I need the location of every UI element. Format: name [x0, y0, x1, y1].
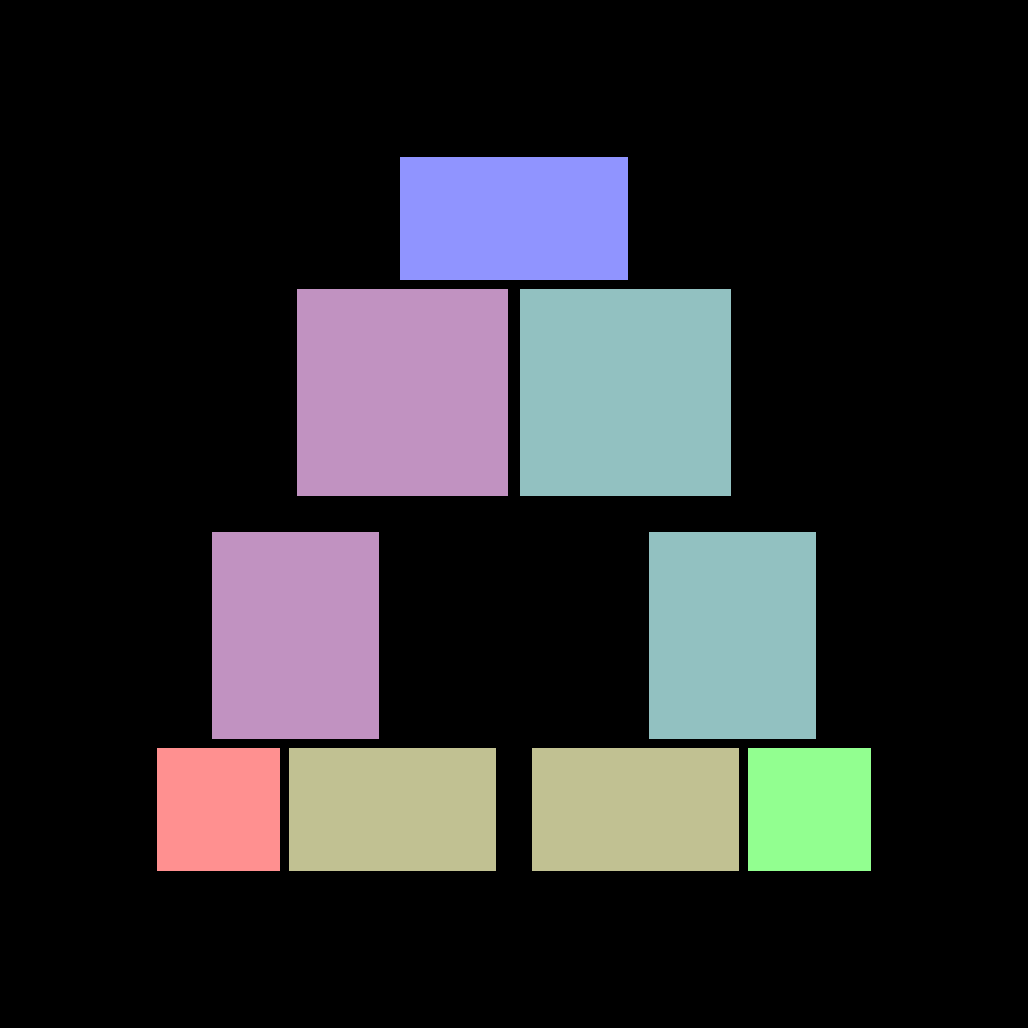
upper-left-block — [297, 289, 508, 496]
bottom-block-red — [157, 748, 280, 871]
top-block — [400, 157, 628, 280]
bottom-block-olive-right — [532, 748, 739, 871]
middle-left-block — [212, 532, 379, 739]
bottom-block-green — [748, 748, 871, 871]
upper-right-block — [520, 289, 731, 496]
bottom-block-olive-left — [289, 748, 496, 871]
middle-right-block — [649, 532, 816, 739]
